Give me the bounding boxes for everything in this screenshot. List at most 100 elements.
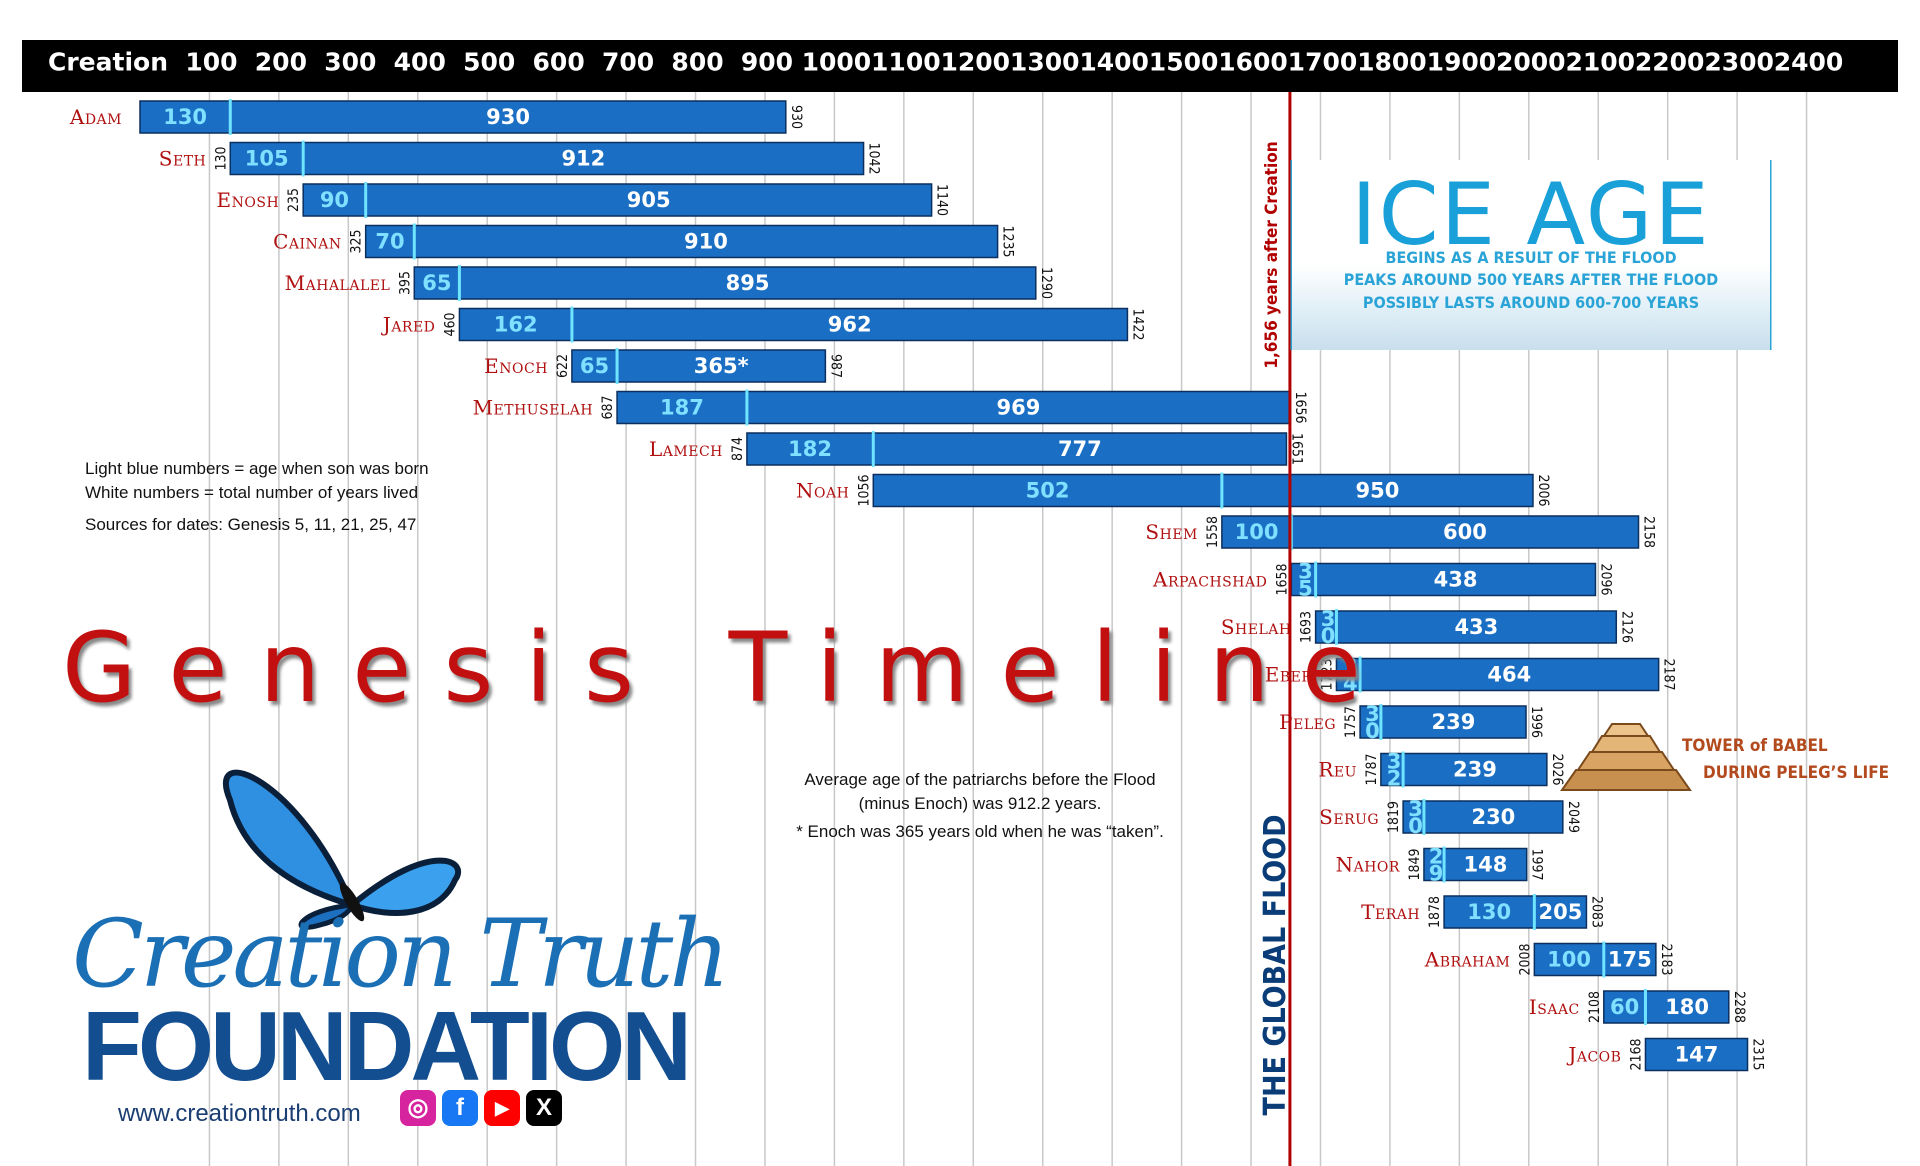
- x-tick-label: 1200: [940, 48, 1010, 77]
- x-tick-label: 900: [741, 48, 793, 77]
- birth-year-label: 395: [397, 271, 413, 295]
- patriarch-row: 70 910 325 1235 Cainan: [273, 223, 1016, 260]
- x-tick-label: 1300: [1010, 48, 1080, 77]
- age-at-son-label: 65: [580, 354, 609, 378]
- x-tick-label: 100: [185, 48, 237, 77]
- ice-age-line-3: POSSIBLY LASTS AROUND 600-700 YEARS: [1362, 293, 1700, 312]
- lifespan-bar: [364, 224, 999, 259]
- birth-year-label: 1558: [1205, 516, 1221, 548]
- birth-year-label: 1878: [1427, 896, 1443, 928]
- age-at-son-label: 3: [1387, 750, 1402, 774]
- age-at-son-label: 105: [245, 147, 289, 171]
- patriarch-name: Adam: [69, 105, 122, 129]
- birth-year-label: 1056: [856, 474, 872, 506]
- age-at-son-label: 3: [1408, 797, 1423, 821]
- tower-of-babel-icon: [1560, 723, 1692, 791]
- age-at-son-label: 0: [1321, 624, 1336, 648]
- age-at-son-label: 182: [788, 437, 832, 461]
- age-at-son-label: 65: [422, 271, 451, 295]
- patriarch-row: 30 230 1819 2049 Serug: [1319, 797, 1581, 838]
- x-tick-label: 700: [602, 48, 654, 77]
- lifespan-bar: [302, 183, 933, 217]
- lifespan-label: 180: [1665, 995, 1709, 1019]
- lifespan-label: 777: [1058, 437, 1102, 461]
- birth-year-label: 2008: [1517, 943, 1533, 975]
- lifespan-bar: [139, 100, 787, 134]
- age-at-son-label: 70: [375, 230, 404, 254]
- patriarch-row: 65 365* 622 987 Enoch: [484, 348, 843, 384]
- x-tick-label: 2400: [1774, 48, 1844, 77]
- legend-line-white: White numbers = total number of years li…: [85, 483, 419, 502]
- death-year-label: 2183: [1658, 943, 1674, 975]
- age-at-son-label: 2: [1387, 767, 1402, 791]
- birth-year-label: 1723: [1319, 658, 1335, 690]
- x-tick-label: 500: [463, 48, 515, 77]
- lifespan-label: 969: [996, 396, 1040, 420]
- lifespan-bar: [1359, 705, 1527, 739]
- patriarch-row: 105 912 130 1042 Seth: [159, 140, 882, 177]
- header-bar: [22, 40, 1898, 92]
- patriarch-name: Enosh: [217, 188, 280, 212]
- birth-year-label: 1787: [1364, 753, 1380, 785]
- lifespan-label: 148: [1463, 853, 1507, 877]
- death-year-label: 930: [788, 105, 804, 129]
- x-tick-label: 1900: [1427, 48, 1497, 77]
- lifespan-label: 365*: [694, 354, 749, 378]
- x-icon[interactable]: X: [526, 1090, 562, 1126]
- age-at-son-label: 502: [1026, 479, 1070, 503]
- lifespan-label: 910: [684, 230, 728, 254]
- death-year-label: 1996: [1528, 706, 1544, 738]
- website-url: www.creationtruth.com: [118, 1100, 361, 1127]
- lifespan-bar: [413, 266, 1037, 300]
- patriarch-row: 65 895 395 1290 Mahalalel: [285, 265, 1054, 301]
- ice-age-panel: ICE AGE BEGINS AS A RESULT OF THE FLOOD …: [1292, 160, 1770, 350]
- age-at-son-label: 4: [1343, 672, 1358, 696]
- patriarch-name: Nahor: [1336, 853, 1400, 877]
- lifespan-label: 950: [1355, 479, 1399, 503]
- legend-notes: Light blue numbers = age when son was bo…: [85, 457, 429, 537]
- age-at-son-label: 90: [320, 188, 349, 212]
- butterfly-icon: [222, 769, 462, 930]
- patriarch-row: 162 962 460 1422 Jared: [381, 306, 1145, 343]
- lifespan-bar: [616, 390, 1291, 425]
- age-at-son-label: 130: [1467, 900, 1511, 924]
- ice-age-line-1: BEGINS AS A RESULT OF THE FLOOD: [1385, 248, 1677, 267]
- age-at-son-label: 162: [494, 313, 538, 337]
- patriarch-name: Jacob: [1566, 1043, 1621, 1067]
- lifespan-label: 205: [1538, 900, 1582, 924]
- lifespan-label: 239: [1432, 710, 1476, 734]
- death-year-label: 2158: [1641, 516, 1657, 548]
- death-year-label: 2315: [1750, 1038, 1766, 1070]
- death-year-label: 1140: [934, 184, 950, 216]
- patriarch-name: Abraham: [1424, 948, 1511, 972]
- age-at-son-label: 0: [1365, 719, 1380, 743]
- x-tick-label: 1800: [1357, 48, 1427, 77]
- lifespan-label: 905: [627, 188, 671, 212]
- death-year-label: 1997: [1529, 848, 1545, 880]
- birth-year-label: 130: [213, 146, 229, 170]
- average-line-1: Average age of the patriarchs before the…: [804, 770, 1156, 789]
- babel-caption-1: TOWER of BABEL: [1682, 736, 1828, 756]
- birth-year-label: 1693: [1299, 611, 1315, 643]
- patriarch-name: Shelah: [1221, 615, 1292, 639]
- youtube-icon[interactable]: ▶: [484, 1090, 520, 1126]
- patriarch-row: 29 148 1849 1997 Nahor: [1336, 845, 1545, 886]
- lifespan-label: 895: [726, 271, 770, 295]
- age-at-son-label: 9: [1429, 862, 1444, 886]
- facebook-icon[interactable]: f: [442, 1090, 478, 1126]
- death-year-label: 2187: [1661, 658, 1677, 690]
- death-year-label: 2049: [1565, 801, 1581, 833]
- x-tick-label: 1700: [1288, 48, 1358, 77]
- x-tick-label: 1100: [871, 48, 941, 77]
- patriarch-row: 502 950 1056 2006 Noah: [796, 472, 1551, 509]
- death-year-label: 1290: [1038, 267, 1054, 299]
- x-tick-label: 600: [533, 48, 585, 77]
- patriarch-name: Jared: [381, 313, 436, 337]
- instagram-icon[interactable]: ◎: [400, 1090, 436, 1126]
- lifespan-bar: [1533, 942, 1657, 977]
- lifespan-bar: [872, 473, 1534, 508]
- lifespan-label: 962: [828, 313, 872, 337]
- logo-creation-truth: Creation Truth: [72, 900, 730, 1009]
